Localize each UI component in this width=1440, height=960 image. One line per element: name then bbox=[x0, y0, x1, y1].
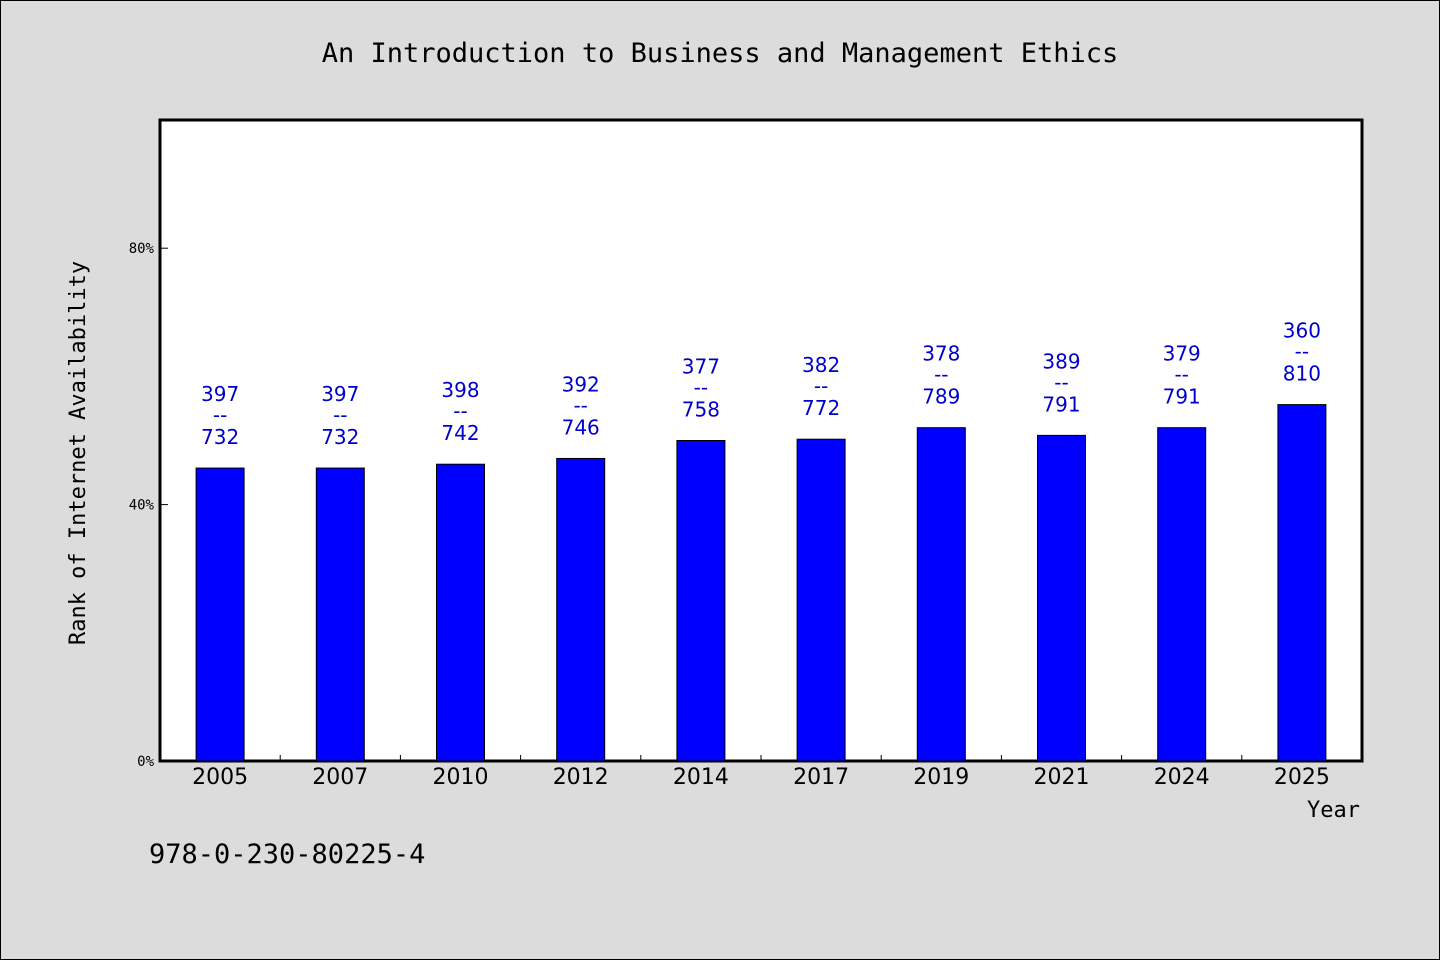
bar-2007 bbox=[315, 467, 365, 762]
x-axis-label: Year bbox=[1307, 798, 1360, 823]
bar-2021 bbox=[1037, 434, 1086, 762]
x-tick-label: 2007 bbox=[312, 765, 368, 790]
bar-labels: 397--732397--732398--742392--746377--758… bbox=[201, 319, 1321, 449]
bar-label-bottom: 789 bbox=[922, 385, 960, 409]
bar-label-separator: -- bbox=[1295, 340, 1309, 364]
y-axis-label: Rank of Internet Availability bbox=[66, 261, 91, 645]
bar-label-top: 382 bbox=[802, 353, 840, 377]
bar-label-separator: -- bbox=[1054, 370, 1068, 394]
bar-label-bottom: 810 bbox=[1283, 362, 1321, 386]
bar-label-top: 398 bbox=[441, 378, 479, 402]
bar-2024 bbox=[1157, 427, 1207, 762]
bar-label-separator: -- bbox=[814, 374, 828, 398]
bar-label-bottom: 791 bbox=[1042, 392, 1080, 416]
bar-label-bottom: 772 bbox=[802, 396, 840, 420]
bar-2010 bbox=[436, 463, 485, 762]
bar-label-separator: -- bbox=[573, 393, 587, 417]
bar-2005 bbox=[195, 467, 245, 762]
x-tick-label: 2019 bbox=[913, 765, 969, 790]
bar-label-top: 360 bbox=[1283, 319, 1321, 343]
bar-label-top: 379 bbox=[1163, 342, 1201, 366]
bar-label-top: 397 bbox=[321, 382, 359, 406]
bar-label-bottom: 732 bbox=[321, 425, 359, 449]
bar-2014 bbox=[676, 440, 726, 762]
bar-label-bottom: 758 bbox=[682, 398, 720, 422]
bar-label-separator: -- bbox=[453, 399, 467, 423]
x-tick-label: 2021 bbox=[1034, 765, 1090, 790]
bar-label-separator: -- bbox=[1174, 363, 1188, 387]
bar-2017 bbox=[796, 438, 846, 762]
bar-series bbox=[195, 404, 1327, 762]
x-tick-label: 2014 bbox=[673, 765, 729, 790]
bar-label-top: 378 bbox=[922, 342, 960, 366]
x-tick-label: 2017 bbox=[793, 765, 849, 790]
x-axis: 2005 2007 2010 2012 2014 2017 2019 2021 2024 2025 bbox=[192, 755, 1330, 790]
bar-label-top: 392 bbox=[562, 372, 600, 396]
bar-label-separator: -- bbox=[213, 403, 227, 427]
bar-label-separator: -- bbox=[934, 363, 948, 387]
bar-2019 bbox=[916, 427, 966, 762]
bar-2012 bbox=[556, 457, 606, 762]
x-tick-label: 2025 bbox=[1274, 765, 1330, 790]
x-tick-label: 2005 bbox=[192, 765, 248, 790]
bar-label-top: 389 bbox=[1042, 349, 1080, 373]
bar-label-top: 377 bbox=[682, 355, 720, 379]
bar-label-top: 397 bbox=[201, 382, 239, 406]
y-tick-label: 0% bbox=[137, 754, 154, 770]
y-axis: 0% 40% 80% bbox=[129, 241, 168, 770]
bar-label-bottom: 732 bbox=[201, 425, 239, 449]
bar-label-separator: -- bbox=[333, 403, 347, 427]
isbn-text: 978-0-230-80225-4 bbox=[149, 839, 425, 870]
x-tick-label: 2012 bbox=[553, 765, 609, 790]
x-tick-label: 2010 bbox=[433, 765, 489, 790]
bar-label-bottom: 791 bbox=[1163, 385, 1201, 409]
bar-2025 bbox=[1277, 404, 1327, 762]
bar-label-bottom: 746 bbox=[562, 415, 600, 439]
x-tick-label: 2024 bbox=[1154, 765, 1210, 790]
chart-title: An Introduction to Business and Manageme… bbox=[322, 38, 1119, 69]
bar-label-separator: -- bbox=[694, 376, 708, 400]
bar-label-bottom: 742 bbox=[441, 421, 479, 445]
y-tick-label: 40% bbox=[129, 498, 155, 514]
y-tick-label: 80% bbox=[129, 241, 155, 257]
